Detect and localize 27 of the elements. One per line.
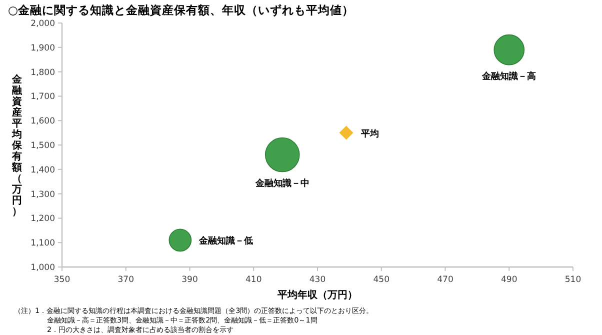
y-tick-label: 1,400 — [30, 165, 55, 176]
x-axis-title: 平均年収（万円） — [276, 289, 358, 301]
y-tick-label: 1,200 — [30, 214, 55, 224]
y-tick-label: 1,300 — [30, 190, 55, 200]
series-label: 金融知識－高 — [481, 70, 536, 82]
y-tick-label: 1,800 — [30, 68, 55, 78]
y-tick-label: 1,000 — [30, 263, 55, 273]
series-label: 金融知識－中 — [254, 178, 310, 189]
text: 金融資産平均保有額（万円） — [12, 74, 22, 218]
series-label: 金融知識－低 — [198, 236, 254, 247]
y-tick-label: 1,900 — [30, 43, 55, 54]
x-tick-label: 390 — [182, 275, 198, 285]
x-tick-label: 410 — [246, 275, 262, 285]
y-tick-label: 1,700 — [30, 92, 55, 102]
x-tick-label: 430 — [309, 275, 326, 285]
y-tick-label: 1,500 — [30, 141, 55, 151]
x-tick-label: 510 — [564, 275, 582, 285]
x-tick-label: 490 — [501, 275, 518, 285]
x-tick-label: 450 — [373, 275, 390, 285]
y-tick-label: 1,600 — [30, 116, 55, 127]
x-tick-label: 470 — [437, 275, 454, 285]
series-label: 平均 — [360, 128, 380, 140]
chart-title: ○金融に関する知識と金融資産保有額、年収（いずれも平均値） — [8, 3, 354, 17]
y-tick-label: 2,000 — [30, 19, 55, 29]
y-tick-label: 1,100 — [30, 238, 55, 249]
x-tick-label: 350 — [54, 275, 70, 285]
x-tick-label: 370 — [118, 275, 134, 285]
